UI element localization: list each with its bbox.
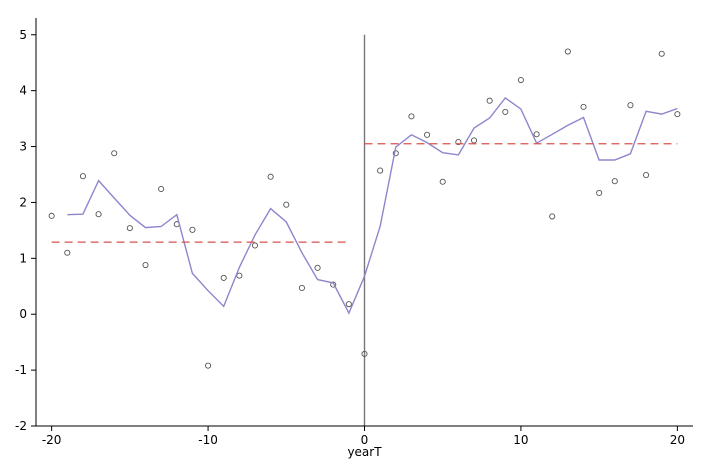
data-point xyxy=(330,281,337,288)
x-tick-label: 10 xyxy=(513,433,528,447)
plot-area xyxy=(48,34,681,426)
data-point xyxy=(643,172,650,179)
data-point xyxy=(627,102,634,109)
data-point xyxy=(658,50,665,57)
x-axis-title: yearT xyxy=(347,445,382,459)
data-point xyxy=(251,242,259,249)
data-point xyxy=(48,212,55,219)
data-point xyxy=(64,249,71,256)
x-tick-label: 0 xyxy=(361,433,369,447)
data-point xyxy=(549,213,556,220)
y-tick-label: 1 xyxy=(19,251,27,265)
data-point xyxy=(95,211,102,218)
data-point xyxy=(502,108,509,115)
data-point xyxy=(142,261,149,269)
data-point xyxy=(408,113,415,120)
data-point xyxy=(361,350,368,357)
data-point xyxy=(283,201,290,208)
y-tick-label: 3 xyxy=(19,140,27,154)
data-point xyxy=(345,301,352,308)
data-point xyxy=(486,97,493,104)
y-tick-label: 4 xyxy=(19,84,27,98)
data-point xyxy=(298,284,305,292)
data-point xyxy=(564,48,571,55)
data-point xyxy=(79,173,86,180)
data-point xyxy=(158,185,165,193)
data-point xyxy=(126,225,133,232)
data-point xyxy=(236,272,243,279)
data-point xyxy=(611,178,618,185)
data-point xyxy=(580,103,587,110)
data-point xyxy=(517,76,524,84)
x-tick-label: -20 xyxy=(42,433,62,447)
data-point xyxy=(377,167,384,174)
y-tick-label: 5 xyxy=(19,28,27,42)
data-point xyxy=(267,173,274,180)
data-point xyxy=(205,362,212,369)
y-tick-label: -1 xyxy=(15,363,27,377)
smoothed-line xyxy=(67,96,678,315)
data-point xyxy=(220,274,227,281)
data-point xyxy=(470,137,478,144)
x-tick-label: 20 xyxy=(670,433,685,447)
data-point xyxy=(674,111,681,118)
y-tick-label: -2 xyxy=(15,419,27,433)
y-tick-label: 0 xyxy=(19,307,27,321)
data-point xyxy=(111,150,118,157)
data-point xyxy=(455,139,462,146)
data-point xyxy=(596,189,603,196)
data-point xyxy=(424,131,431,138)
y-tick-label: 2 xyxy=(19,195,27,209)
x-tick-label: -10 xyxy=(198,433,218,447)
data-point xyxy=(314,264,321,271)
data-point xyxy=(533,131,540,138)
data-point xyxy=(189,226,196,233)
data-point xyxy=(439,178,446,185)
